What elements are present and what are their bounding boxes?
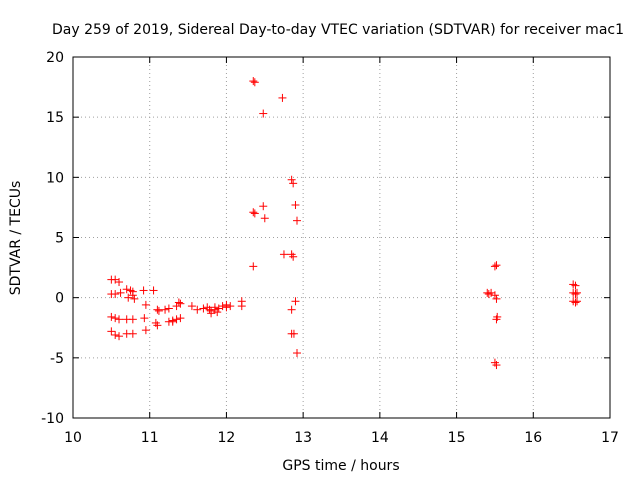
data-point <box>226 302 235 311</box>
data-point <box>289 252 298 261</box>
data-point <box>278 93 287 102</box>
data-points <box>107 77 582 370</box>
data-point <box>176 314 185 323</box>
data-point <box>291 201 300 210</box>
data-point <box>207 309 216 318</box>
data-point <box>259 202 268 211</box>
data-point <box>153 305 162 314</box>
data-point <box>111 290 120 299</box>
data-point <box>293 216 302 225</box>
data-point <box>122 285 131 294</box>
data-point <box>141 326 150 335</box>
data-point <box>139 286 148 295</box>
data-point <box>260 214 269 223</box>
data-point <box>492 294 501 303</box>
y-tick-label: -5 <box>50 351 64 367</box>
data-point <box>250 209 259 218</box>
y-tick-label: 20 <box>46 50 64 66</box>
data-point <box>128 329 137 338</box>
data-point <box>161 305 170 314</box>
data-point <box>128 315 137 324</box>
data-point <box>249 208 258 217</box>
data-point <box>115 315 124 324</box>
data-point <box>237 302 246 311</box>
data-point <box>199 304 208 313</box>
data-point <box>111 314 120 323</box>
data-point <box>154 306 163 315</box>
y-tick-label: 0 <box>55 291 64 307</box>
x-tick-label: 16 <box>524 430 542 446</box>
x-tick-label: 12 <box>218 430 236 446</box>
data-point <box>176 299 185 308</box>
data-point <box>168 316 177 325</box>
data-point <box>141 300 150 309</box>
data-point <box>187 302 196 311</box>
data-point <box>210 305 219 314</box>
plot-frame <box>72 56 611 419</box>
data-point <box>128 291 137 300</box>
data-point <box>490 291 499 300</box>
data-point <box>490 262 499 271</box>
data-point <box>174 298 183 307</box>
x-tick-label: 13 <box>294 430 312 446</box>
y-axis-label: SDTVAR / TECUs <box>8 181 24 296</box>
x-tick-label: 11 <box>141 430 159 446</box>
data-point <box>153 321 162 330</box>
x-axis-label: GPS time / hours <box>282 458 399 474</box>
x-tick-label: 10 <box>64 430 82 446</box>
data-point <box>279 250 288 259</box>
data-point <box>492 315 501 324</box>
data-point <box>291 297 300 306</box>
data-point <box>218 302 227 311</box>
data-point <box>249 262 258 271</box>
data-point <box>492 261 501 270</box>
data-point <box>222 303 231 312</box>
data-point <box>293 349 302 358</box>
data-point <box>571 281 580 290</box>
data-point <box>571 298 580 307</box>
x-tick-label: 17 <box>601 430 619 446</box>
data-point <box>573 297 582 306</box>
data-point <box>107 327 116 336</box>
data-point <box>124 293 133 302</box>
data-point <box>289 179 298 188</box>
data-point <box>287 175 296 184</box>
data-point <box>492 361 501 370</box>
data-point <box>116 288 125 297</box>
y-tick-label: 5 <box>55 231 64 247</box>
data-point <box>115 278 124 287</box>
data-point <box>164 304 173 313</box>
data-point <box>250 78 259 87</box>
x-tick-label: 15 <box>448 430 466 446</box>
data-point <box>172 315 181 324</box>
axis-ticks: 10 11 12 13 14 15 16 17 -10 -5 0 5 10 15 20 <box>41 50 619 446</box>
grid <box>73 57 610 418</box>
data-point <box>149 286 158 295</box>
data-point <box>140 314 149 323</box>
data-point <box>115 332 124 341</box>
data-point <box>259 109 268 118</box>
x-tick-label: 14 <box>371 430 389 446</box>
chart-title: Day 259 of 2019, Sidereal Day-to-day VTE… <box>52 22 624 38</box>
data-point <box>111 330 120 339</box>
data-point <box>249 77 258 86</box>
data-point <box>287 305 296 314</box>
data-point <box>107 312 116 321</box>
data-point <box>289 329 298 338</box>
y-tick-label: 15 <box>46 110 64 126</box>
y-tick-label: -10 <box>41 411 64 427</box>
y-tick-label: 10 <box>46 170 64 186</box>
data-point <box>130 294 139 303</box>
data-point <box>571 290 580 299</box>
data-point <box>193 305 202 314</box>
data-point <box>164 317 173 326</box>
